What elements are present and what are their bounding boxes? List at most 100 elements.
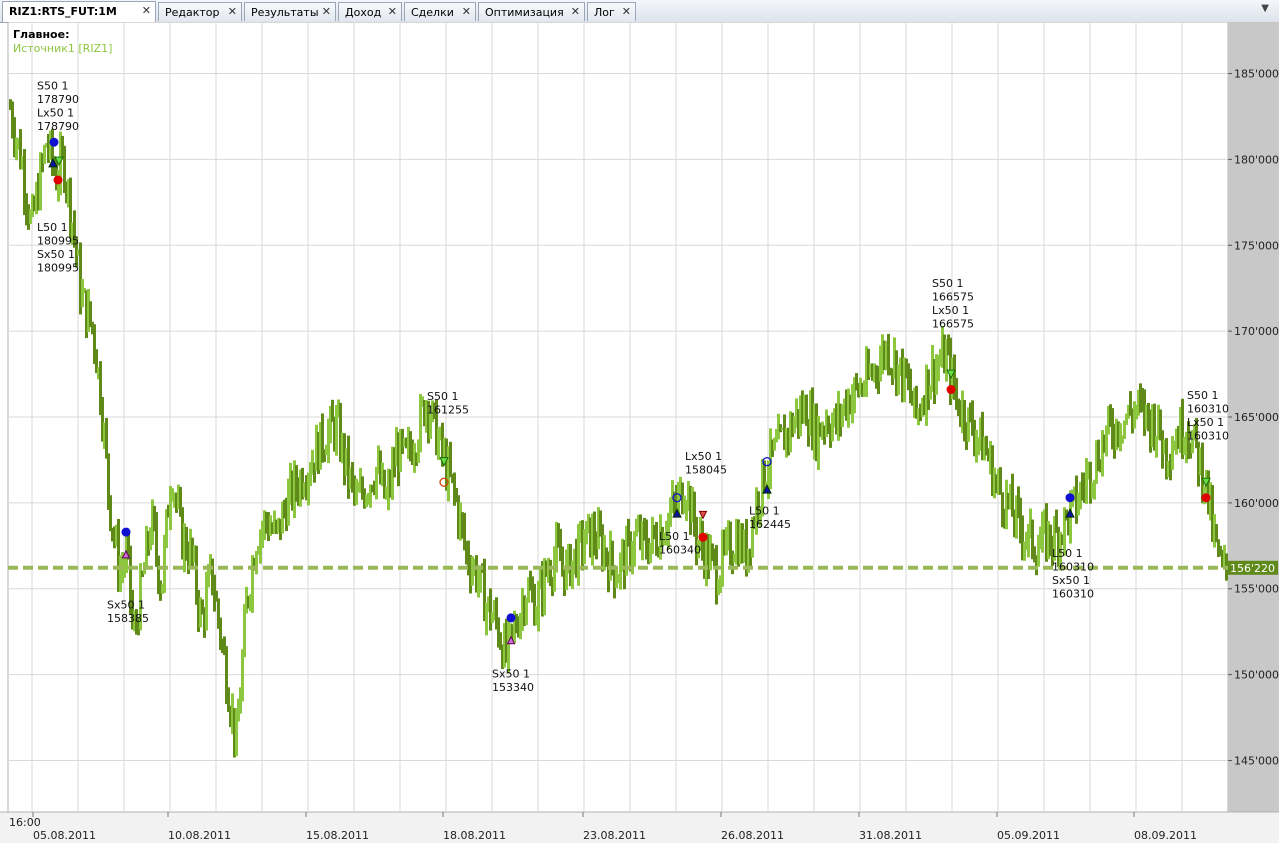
candle: [151, 499, 154, 545]
tab-4[interactable]: Сделки ✕: [404, 2, 476, 21]
trade-annotation: 160340: [659, 544, 701, 557]
candle: [409, 431, 412, 462]
close-tab-icon[interactable]: ✕: [621, 5, 631, 18]
candle: [583, 529, 586, 565]
candle: [1195, 418, 1198, 449]
candle: [277, 517, 280, 534]
legend-source: Источник1 [RIZ1]: [13, 42, 113, 55]
candle: [611, 540, 614, 576]
candle: [1101, 430, 1104, 477]
buy-signal-icon: [1065, 493, 1075, 503]
candle: [229, 705, 232, 728]
candle: [1181, 398, 1184, 460]
candle: [169, 485, 172, 531]
candle: [619, 552, 622, 590]
trade-annotation: L50 1: [749, 504, 780, 517]
candle: [1067, 512, 1070, 536]
candle: [703, 536, 706, 579]
candle: [845, 389, 848, 421]
candle: [713, 548, 716, 569]
candle: [593, 511, 596, 556]
candle: [165, 509, 168, 549]
candle: [975, 429, 978, 463]
candle: [1053, 516, 1056, 561]
candle: [709, 534, 712, 571]
candle: [779, 424, 782, 433]
exit-triangle-icon: [506, 635, 516, 645]
candle: [253, 557, 256, 571]
candle: [1121, 435, 1124, 444]
candle: [1037, 534, 1040, 567]
trade-annotation: 153340: [492, 681, 534, 694]
close-tab-icon[interactable]: ✕: [461, 5, 471, 18]
candle: [729, 521, 732, 566]
tab-list-dropdown-icon[interactable]: ▼: [1261, 3, 1269, 14]
close-tab-icon[interactable]: ✕: [387, 5, 397, 18]
price-chart[interactable]: 145'000 150'000 155'000 160'000 165'000 170'0…: [0, 22, 1279, 843]
candle: [27, 204, 30, 230]
candle: [341, 432, 344, 464]
candle: [469, 555, 472, 594]
candle: [891, 368, 894, 386]
candle: [99, 361, 102, 416]
tab-label: Доход: [345, 6, 382, 19]
long-entry-arrow-icon: [762, 484, 772, 494]
tab-label: Редактор: [165, 6, 220, 19]
trade-annotation: 180995: [37, 234, 79, 247]
short-entry-arrow-icon: [1201, 477, 1211, 488]
candle: [323, 449, 326, 462]
candle: [997, 468, 1000, 496]
candle: [519, 613, 522, 640]
tab-5[interactable]: Оптимизация ✕: [478, 2, 585, 21]
candle: [843, 398, 846, 416]
candle: [947, 334, 950, 356]
candle: [221, 638, 224, 654]
candle: [879, 345, 882, 382]
candle: [717, 578, 720, 595]
candle: [689, 485, 692, 535]
candle: [351, 461, 354, 493]
candle: [219, 617, 222, 650]
candle: [955, 377, 958, 410]
close-tab-icon[interactable]: ✕: [227, 5, 237, 18]
candle: [777, 413, 780, 440]
candle: [1209, 482, 1212, 521]
candle: [1145, 404, 1148, 430]
candle: [257, 546, 260, 555]
close-tab-icon[interactable]: ✕: [321, 5, 331, 18]
candle: [69, 177, 72, 239]
tab-6[interactable]: Лог ✕: [587, 2, 636, 21]
candle: [853, 377, 856, 414]
candle: [851, 384, 854, 424]
candle: [333, 416, 336, 452]
candle: [1137, 389, 1140, 416]
candle: [1151, 404, 1154, 448]
candle: [1155, 435, 1158, 458]
candle: [77, 249, 80, 256]
candle: [541, 561, 544, 617]
tab-2[interactable]: Результаты ✕: [244, 2, 336, 21]
candle: [725, 526, 728, 556]
tab-0[interactable]: RIZ1:RTS_FUT:1M ✕: [2, 1, 156, 22]
candle: [741, 523, 744, 564]
candle: [451, 473, 454, 484]
y-tick-label: 160'000: [1234, 497, 1279, 510]
candle: [243, 604, 246, 658]
candle: [1091, 482, 1094, 499]
candle: [691, 487, 694, 523]
candle: [943, 334, 946, 374]
trade-annotation: Lx50 1: [37, 107, 74, 120]
candle: [325, 444, 328, 456]
y-tick-label: 145'000: [1234, 754, 1279, 767]
candle: [761, 458, 764, 517]
candle: [181, 507, 184, 560]
candle: [693, 491, 696, 537]
candle: [859, 377, 862, 396]
close-tab-icon[interactable]: ✕: [570, 5, 580, 18]
candle: [705, 532, 708, 587]
tab-1[interactable]: Редактор ✕: [158, 2, 242, 21]
short-entry-arrow-icon: [439, 457, 449, 467]
tab-3[interactable]: Доход ✕: [338, 2, 402, 21]
candle: [97, 367, 100, 380]
close-tab-icon[interactable]: ✕: [141, 4, 151, 17]
